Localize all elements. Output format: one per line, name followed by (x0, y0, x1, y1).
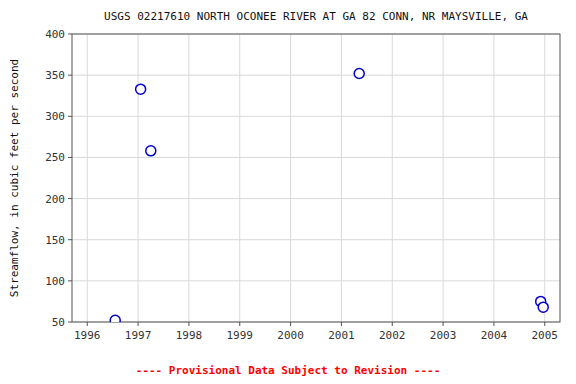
y-tick-label: 200 (45, 193, 65, 206)
grid-line (493, 34, 494, 322)
grid-line (392, 34, 393, 322)
x-tick-label: 1998 (176, 329, 203, 342)
x-tick-label: 1999 (227, 329, 254, 342)
title: USGS 02217610 NORTH OCONEE RIVER AT GA 8… (104, 10, 528, 23)
y-axis-label: Streamflow, in cubic feet per second (8, 59, 21, 297)
chart-container: 1996199719981999200020012002200320042005… (0, 0, 576, 384)
x-tick (341, 322, 342, 326)
grid-line (544, 34, 545, 322)
y-tick-label: 50 (52, 316, 65, 329)
y-tick (68, 116, 72, 117)
y-tick-label: 250 (45, 151, 65, 164)
point (354, 68, 364, 78)
y-tick-label: 150 (45, 234, 65, 247)
y-tick-label: 350 (45, 69, 65, 82)
grid-line (341, 34, 342, 322)
x-tick-label: 2003 (430, 329, 457, 342)
plot-frame (72, 34, 560, 322)
y-tick (68, 157, 72, 158)
grid-line (72, 280, 560, 281)
y-tick-label: 300 (45, 110, 65, 123)
x-tick (87, 322, 88, 326)
x-tick-label: 2002 (379, 329, 406, 342)
grid-line (290, 34, 291, 322)
x-tick-label: 1997 (125, 329, 152, 342)
x-tick (188, 322, 189, 326)
chart: 1996199719981999200020012002200320042005… (0, 0, 576, 384)
point (146, 146, 156, 156)
grid-line (72, 157, 560, 158)
axes: 1996199719981999200020012002200320042005… (45, 28, 558, 342)
point (538, 302, 548, 312)
point (136, 84, 146, 94)
points (110, 68, 548, 322)
grid-line (443, 34, 444, 322)
x-tick-label: 2000 (277, 329, 304, 342)
x-tick (544, 322, 545, 326)
y-tick (68, 280, 72, 281)
y-tick (68, 322, 72, 323)
grid-line (239, 34, 240, 322)
x-tick (443, 322, 444, 326)
x-tick (392, 322, 393, 326)
x-tick-label: 2004 (481, 329, 508, 342)
y-tick (68, 239, 72, 240)
grid-line (87, 34, 88, 322)
point (110, 315, 120, 322)
footnote: ---- Provisional Data Subject to Revisio… (136, 364, 441, 377)
y-tick (68, 75, 72, 76)
x-tick-label: 2001 (328, 329, 355, 342)
x-tick (493, 322, 494, 326)
grid-line (72, 198, 560, 199)
y-tick (68, 34, 72, 35)
x-tick-label: 2005 (532, 329, 559, 342)
grid-line (138, 34, 139, 322)
grid (72, 34, 560, 322)
y-tick (68, 198, 72, 199)
x-tick (239, 322, 240, 326)
y-tick-label: 100 (45, 275, 65, 288)
x-tick-label: 1996 (74, 329, 101, 342)
grid-line (72, 239, 560, 240)
grid-line (72, 116, 560, 117)
grid-line (188, 34, 189, 322)
x-tick (290, 322, 291, 326)
grid-line (72, 75, 560, 76)
x-tick (138, 322, 139, 326)
y-tick-label: 400 (45, 28, 65, 41)
